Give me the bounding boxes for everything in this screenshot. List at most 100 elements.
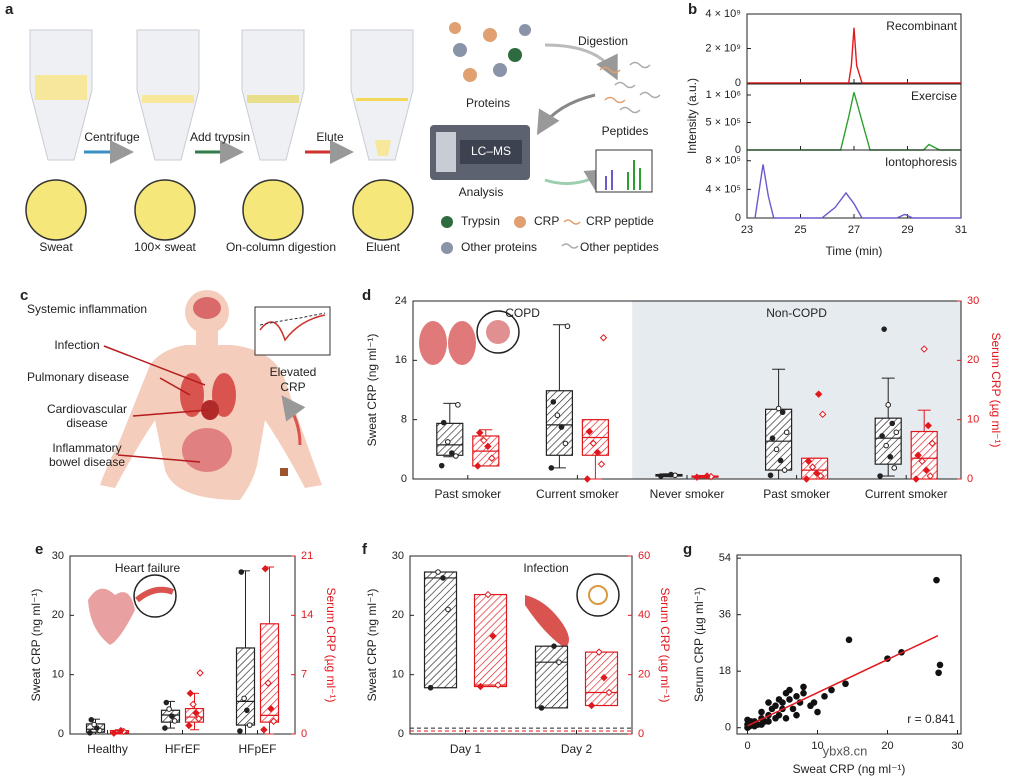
annotation: Recombinant xyxy=(886,19,957,33)
box xyxy=(259,623,280,723)
annotation: Iontophoresis xyxy=(885,155,957,169)
point xyxy=(781,467,788,473)
point xyxy=(808,463,817,471)
line xyxy=(747,92,961,151)
box xyxy=(436,422,464,456)
y-tick-label: 54 xyxy=(719,552,731,564)
step-label: Elute xyxy=(316,130,344,144)
condition-label: Infection xyxy=(54,338,99,352)
point xyxy=(455,402,461,408)
point xyxy=(91,721,97,728)
point xyxy=(551,643,557,649)
point xyxy=(449,450,455,456)
point xyxy=(775,405,782,412)
plot-frame xyxy=(736,554,962,735)
y-tick-label: 8 × 10⁵ xyxy=(706,155,741,167)
point xyxy=(800,683,807,691)
group-shade xyxy=(632,301,961,479)
point xyxy=(800,689,807,697)
point xyxy=(489,632,497,640)
y-tick-label: 10 xyxy=(52,669,64,681)
box xyxy=(534,645,569,709)
point xyxy=(793,693,800,700)
point xyxy=(885,402,892,408)
y-tick-label: 0 xyxy=(735,144,741,156)
panel-icons xyxy=(88,310,620,648)
point xyxy=(166,706,172,712)
axis-label: Time (min) xyxy=(826,244,883,258)
panel-label: g xyxy=(683,541,692,558)
x-tick-label: 29 xyxy=(901,224,913,236)
legend-label: CRP xyxy=(534,214,559,228)
point xyxy=(194,715,203,723)
point xyxy=(828,686,835,694)
panel-title: Systemic inflammation xyxy=(27,302,147,316)
point xyxy=(117,726,125,735)
condition-label: disease xyxy=(66,416,108,430)
point xyxy=(488,454,496,462)
point xyxy=(583,475,592,483)
x-tick-label: 0 xyxy=(744,740,750,752)
point xyxy=(881,326,887,332)
plot-frame xyxy=(409,555,633,735)
y-tick-label: 0 xyxy=(301,728,307,740)
point xyxy=(814,390,823,398)
point xyxy=(845,636,853,644)
point xyxy=(261,565,270,573)
point xyxy=(807,702,814,710)
point xyxy=(703,472,711,480)
point xyxy=(480,436,488,445)
y-tick-label: 0 xyxy=(58,728,64,740)
point xyxy=(600,673,608,682)
y-tick-label: 0 xyxy=(725,722,731,734)
point xyxy=(185,721,193,730)
point xyxy=(926,472,934,480)
panel-label: c xyxy=(20,287,28,304)
x-tick-label: Past smoker xyxy=(763,487,830,501)
x-tick-label: HFpEF xyxy=(238,742,276,756)
point xyxy=(658,473,664,479)
y-tick-label: 30 xyxy=(392,550,404,562)
legend-label: Other peptides xyxy=(580,240,659,254)
point xyxy=(914,451,922,459)
y-tick-label: 4 × 10⁵ xyxy=(706,183,741,195)
point xyxy=(812,469,821,477)
y-tick-label: 60 xyxy=(638,550,650,562)
point xyxy=(777,457,784,464)
fit-line xyxy=(747,635,939,727)
point xyxy=(924,421,932,430)
point xyxy=(935,669,942,677)
point xyxy=(786,696,793,703)
axis-label: Sweat CRP (ng ml⁻¹) xyxy=(365,334,379,447)
sample-label: Eluent xyxy=(366,240,401,254)
annotation: Exercise xyxy=(911,89,957,103)
point xyxy=(238,569,245,575)
x-tick-label: 10 xyxy=(811,740,823,752)
point xyxy=(593,448,602,457)
point xyxy=(585,427,594,436)
legend-label: Trypsin xyxy=(461,214,500,228)
point xyxy=(94,725,100,731)
y-tick-label: 30 xyxy=(52,550,64,562)
cycle-label: Digestion xyxy=(578,34,628,48)
point xyxy=(435,569,441,575)
annotation: Elevated xyxy=(270,365,317,379)
watermark: ybx8.cn xyxy=(823,743,868,758)
y-tick-label: 0 xyxy=(401,473,407,485)
axis-label: Serum CRP (µg ml⁻¹) xyxy=(989,332,1003,447)
panel-label: e xyxy=(35,541,43,558)
cycle-label: Proteins xyxy=(466,96,510,110)
y-tick-label: 2 × 10⁹ xyxy=(705,42,741,54)
point xyxy=(246,722,253,728)
x-tick-label: 25 xyxy=(794,224,806,236)
point xyxy=(877,473,883,479)
point xyxy=(169,713,175,720)
line xyxy=(754,164,961,219)
x-tick-label: Never smoker xyxy=(650,487,725,501)
point xyxy=(110,729,118,737)
point xyxy=(891,465,898,471)
point xyxy=(162,725,168,731)
point xyxy=(453,453,459,459)
y-tick-label: 14 xyxy=(301,609,313,621)
condition-label: Inflammatory xyxy=(52,441,121,455)
